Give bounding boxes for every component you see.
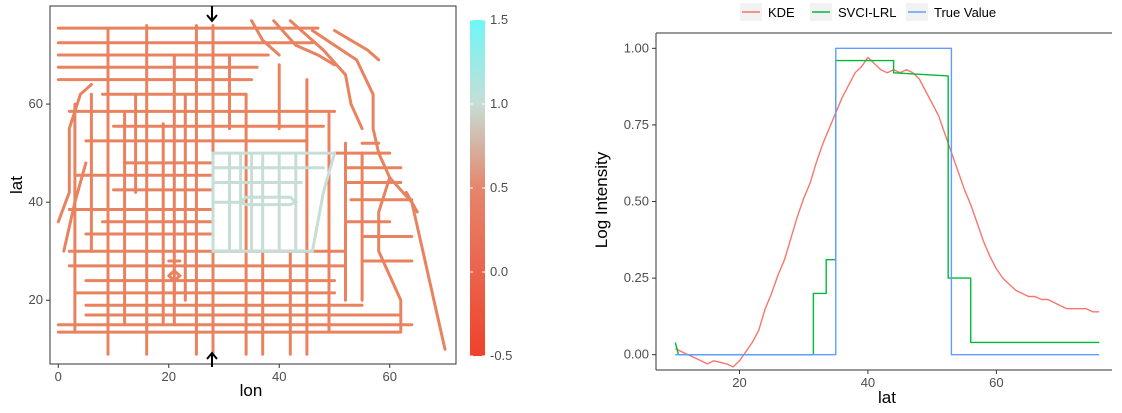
line-y-tick-label: 0.00 (624, 347, 649, 362)
legend-label-svci-lrl: SVCI-LRL (838, 5, 897, 20)
series-line-svci-lrl (674, 59, 1100, 356)
road-curve (377, 176, 403, 332)
road-network (56, 19, 447, 356)
road-curve (62, 161, 88, 253)
colorbar: 1.5 1.0 0.5 0.0 -0.5 (470, 12, 512, 363)
bottom-arrow-icon (206, 351, 218, 367)
colorbar-tick-label: 1.5 (490, 12, 508, 27)
line-x-tick-label: 60 (989, 375, 1003, 390)
map-x-tick-label: 40 (272, 369, 286, 384)
series-lines (674, 47, 1100, 368)
legend-item-true-value: True Value (906, 3, 996, 21)
legend-item-svci-lrl: SVCI-LRL (810, 3, 897, 21)
line-y-tick-label: 0.50 (624, 194, 649, 209)
line-y-tick-label: 0.75 (624, 117, 649, 132)
colorbar-gradient (470, 20, 485, 356)
map-y-tick-label: 20 (29, 292, 43, 307)
line-panel: KDE SVCI-LRL True Value 20 40 60 0.00 0.25 0.… (592, 3, 1112, 407)
road-curve (56, 83, 93, 224)
map-x-tick-label: 20 (162, 369, 176, 384)
road-curve (333, 29, 381, 62)
road-curve (310, 29, 447, 351)
line-axis-ticks: 20 40 60 0.00 0.25 0.50 0.75 1.00 (624, 40, 1004, 390)
line-x-tick-label: 20 (732, 375, 746, 390)
line-xlabel: lat (878, 388, 896, 407)
map-y-tick-label: 40 (29, 194, 43, 209)
colorbar-tick-label: 0.5 (490, 180, 508, 195)
highlight-road (310, 151, 336, 253)
legend-item-kde: KDE (740, 3, 795, 21)
road-loop (167, 268, 183, 283)
line-y-tick-label: 1.00 (624, 40, 649, 55)
line-x-tick-label: 40 (861, 375, 875, 390)
line-y-tick-label: 0.25 (624, 270, 649, 285)
legend-label-true-value: True Value (934, 5, 996, 20)
colorbar-tick-label: -0.5 (490, 348, 512, 363)
map-y-tick-label: 60 (29, 96, 43, 111)
map-ylabel: lat (7, 176, 26, 194)
legend: KDE SVCI-LRL True Value (740, 3, 996, 21)
colorbar-ticks: 1.5 1.0 0.5 0.0 -0.5 (470, 12, 512, 363)
map-xlabel: lon (240, 381, 263, 400)
top-arrow-icon (206, 6, 218, 23)
map-panel: 0 20 40 60 20 40 60 lon lat (7, 5, 457, 400)
map-axis-ticks: 0 20 40 60 20 40 60 (29, 96, 397, 384)
series-line-true-value (675, 47, 1100, 356)
series-line-kde (674, 56, 1100, 368)
map-x-tick-label: 0 (55, 369, 62, 384)
road-curve (250, 19, 281, 57)
road-curve (288, 19, 364, 131)
colorbar-tick-label: 0.0 (490, 264, 508, 279)
road-curve (404, 190, 419, 214)
line-ylabel: Log Intensity (592, 151, 611, 248)
legend-label-kde: KDE (768, 5, 795, 20)
map-x-tick-label: 60 (382, 369, 396, 384)
road-curve (272, 19, 336, 67)
colorbar-tick-label: 1.0 (490, 96, 508, 111)
